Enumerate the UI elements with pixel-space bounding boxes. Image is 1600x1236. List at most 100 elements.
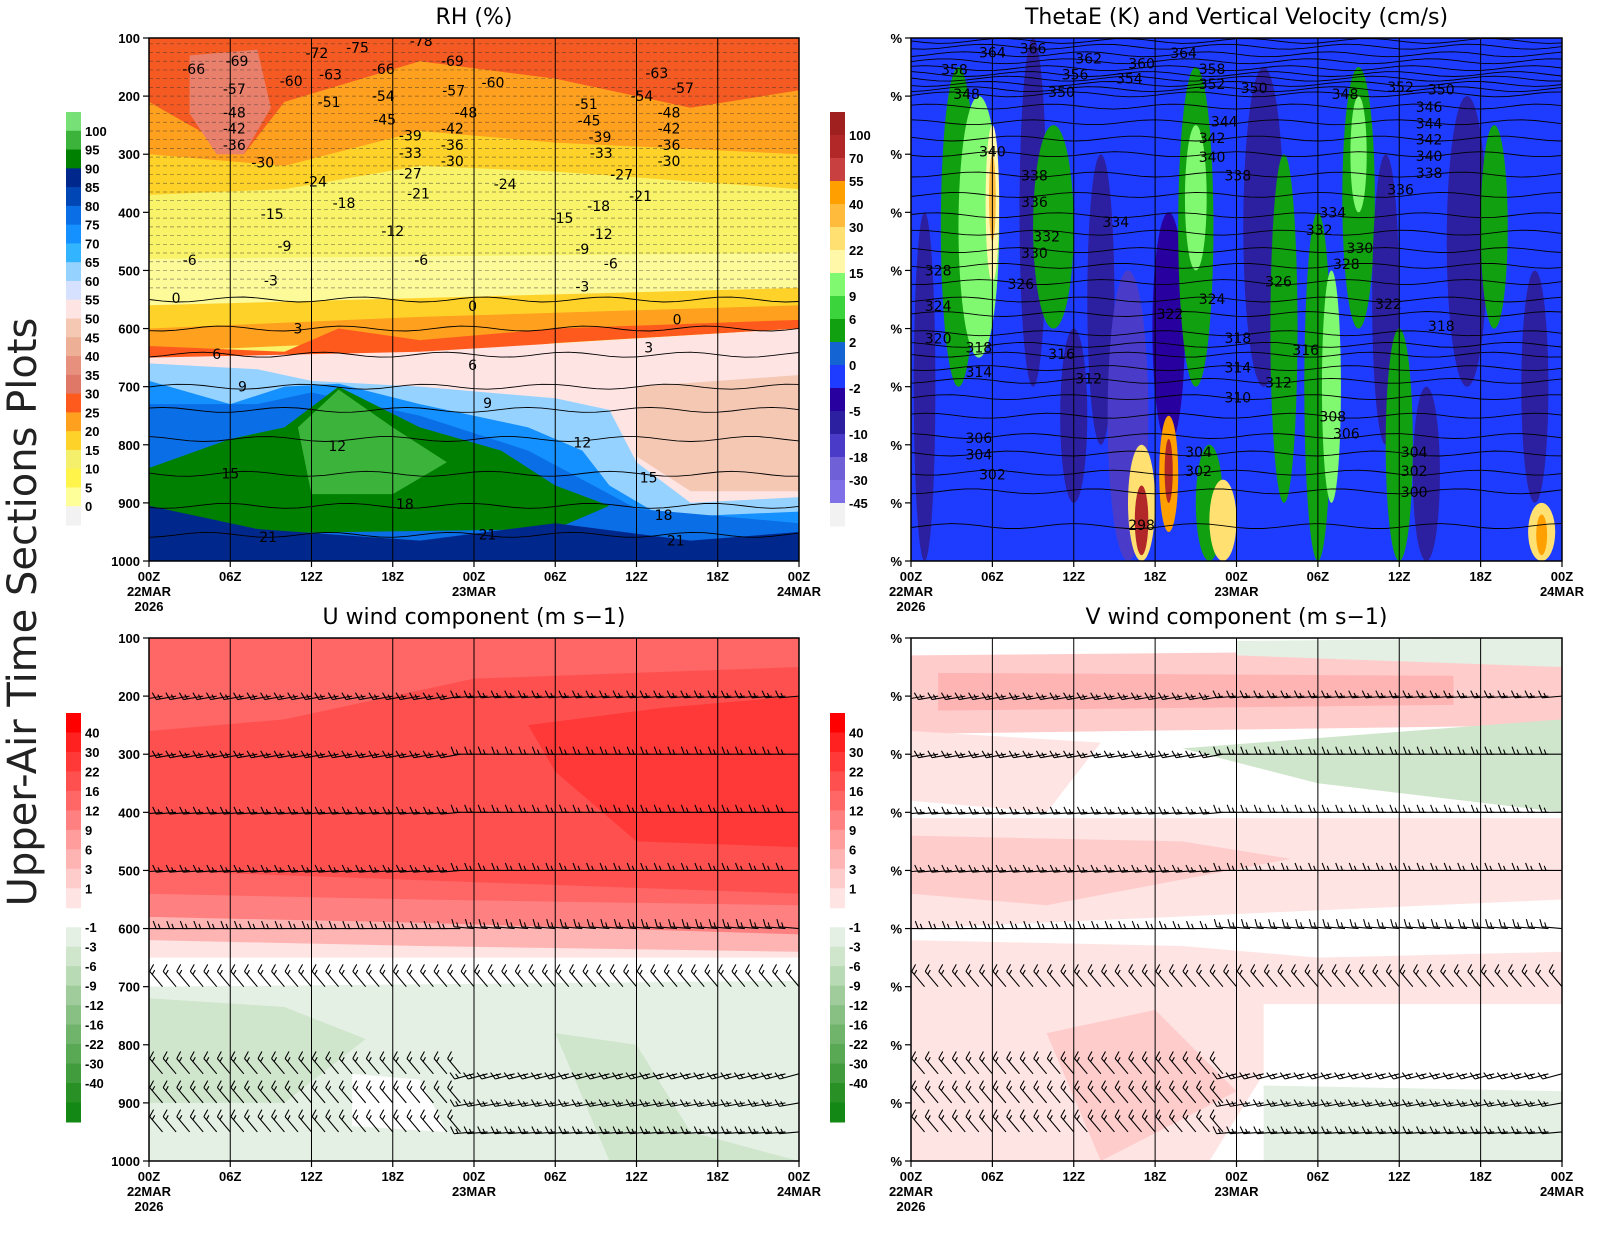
contour-label: -9 xyxy=(277,239,291,255)
wind-barb-feather xyxy=(496,692,500,698)
wind-barb-feather xyxy=(712,1073,717,1079)
wind-barb-feather xyxy=(558,746,563,755)
wind-barb-feather xyxy=(1150,808,1154,814)
wind-barb-feather xyxy=(573,918,577,927)
wind-barb-staff xyxy=(447,1087,461,1104)
wind-barb-feather xyxy=(1209,1051,1215,1059)
colorbar-label: -30 xyxy=(849,473,868,488)
wind-barb-feather xyxy=(1103,692,1109,700)
wind-barb-feather xyxy=(1537,969,1542,975)
wind-barb-feather xyxy=(522,1101,527,1106)
contour-label: 348 xyxy=(953,87,980,103)
wind-barb-staff xyxy=(636,970,651,988)
wind-barb-feather xyxy=(1103,969,1108,975)
wind-barb-feather xyxy=(165,806,171,815)
wind-barb-feather xyxy=(252,752,256,758)
wind-barb-feather xyxy=(1213,746,1218,755)
wind-barb-feather xyxy=(1375,1126,1380,1134)
wind-barb-feather xyxy=(144,695,147,699)
wind-barb-feather xyxy=(1272,692,1276,698)
wind-barb-feather xyxy=(238,752,243,758)
wind-barb-feather xyxy=(735,862,739,871)
colorbar-swatch xyxy=(66,337,81,357)
contour-label: 352 xyxy=(1199,77,1226,93)
wind-barb-feather xyxy=(1204,923,1208,929)
wind-barb-feather xyxy=(436,864,442,873)
wind-barb-feather xyxy=(775,862,780,871)
wind-barb-feather xyxy=(306,752,310,758)
wind-barb-feather xyxy=(1103,1086,1108,1091)
wind-barb-feather xyxy=(409,692,415,700)
wind-barb-feather xyxy=(460,964,466,972)
wind-barb-feather xyxy=(165,750,171,758)
wind-barb-feather xyxy=(585,690,590,699)
x-tick-label: 18Z xyxy=(1469,1169,1491,1184)
wind-barb-feather xyxy=(941,864,946,873)
wind-barb-feather xyxy=(1217,692,1222,698)
wind-barb-feather xyxy=(320,923,324,929)
wind-barb-staff xyxy=(447,1116,461,1133)
wind-barb-feather xyxy=(767,807,770,813)
wind-barb-feather xyxy=(761,969,765,975)
wind-barb-feather xyxy=(151,692,157,700)
colorbar-swatch xyxy=(830,411,845,435)
wind-barb-feather xyxy=(1280,1099,1286,1107)
wind-barb-staff xyxy=(765,1073,786,1080)
wind-barb-staff xyxy=(1257,1073,1278,1080)
wind-barb-feather xyxy=(536,807,540,813)
wind-barb-feather xyxy=(284,964,290,972)
wind-barb-feather xyxy=(536,1101,540,1106)
wind-barb-feather xyxy=(1272,922,1276,928)
wind-barb-feather xyxy=(739,1101,744,1106)
wind-barb-feather xyxy=(1448,749,1452,755)
wind-barb-feather xyxy=(747,969,752,975)
wind-barb-feather xyxy=(913,750,919,758)
wind-barb-feather xyxy=(455,807,459,813)
wind-barb-feather xyxy=(1141,964,1147,972)
wind-barb-feather xyxy=(1149,694,1154,700)
wind-barb-feather xyxy=(1475,865,1479,871)
wind-barb-feather xyxy=(225,923,229,929)
wind-barb-feather xyxy=(623,964,629,972)
wind-barb-feather xyxy=(1394,807,1398,813)
wind-barb-feather xyxy=(913,692,919,700)
wind-barb-feather xyxy=(504,862,509,871)
wind-barb-feather xyxy=(503,1072,510,1080)
wind-barb-staff xyxy=(216,1058,231,1075)
wind-barb-feather xyxy=(653,746,658,755)
colorbar-swatch xyxy=(830,250,845,274)
wind-barb-feather xyxy=(1196,1109,1201,1117)
wind-barb-feather xyxy=(341,1086,345,1091)
wind-barb-feather xyxy=(586,804,590,813)
wind-barb-feather xyxy=(338,964,344,972)
wind-barb-staff xyxy=(325,1116,340,1133)
wind-barb-feather xyxy=(1511,746,1516,755)
colorbar-swatch xyxy=(66,187,81,207)
wind-barb-feather xyxy=(572,862,577,871)
wind-barb-staff xyxy=(311,1058,326,1075)
wind-barb-feather xyxy=(766,1128,771,1134)
wind-barb-feather xyxy=(960,694,964,700)
wind-barb-feather xyxy=(932,694,937,700)
wind-barb-feather xyxy=(1177,808,1181,814)
wind-barb-feather xyxy=(1294,804,1299,813)
wind-barb-feather xyxy=(1467,964,1473,972)
wind-barb-feather xyxy=(919,867,923,873)
colorbar-label: 20 xyxy=(85,424,99,439)
wind-barb-feather xyxy=(1199,864,1204,873)
wind-barb-staff xyxy=(257,970,272,988)
wind-barb-feather xyxy=(1000,867,1005,873)
wind-barb-staff xyxy=(1033,1116,1048,1133)
wind-barb-feather xyxy=(940,750,947,758)
wind-barb-feather xyxy=(1285,1073,1290,1079)
wind-barb-staff xyxy=(779,1131,799,1135)
wind-barb-feather xyxy=(1117,692,1123,700)
wind-barb-staff xyxy=(589,926,610,930)
wind-barb-feather xyxy=(1136,923,1140,929)
wind-barb-staff xyxy=(176,1116,191,1133)
y-tick-label: 100 xyxy=(118,631,140,646)
contour-label: 9 xyxy=(483,396,492,412)
wind-barb-feather xyxy=(157,867,161,873)
wind-barb-feather xyxy=(1198,750,1204,758)
